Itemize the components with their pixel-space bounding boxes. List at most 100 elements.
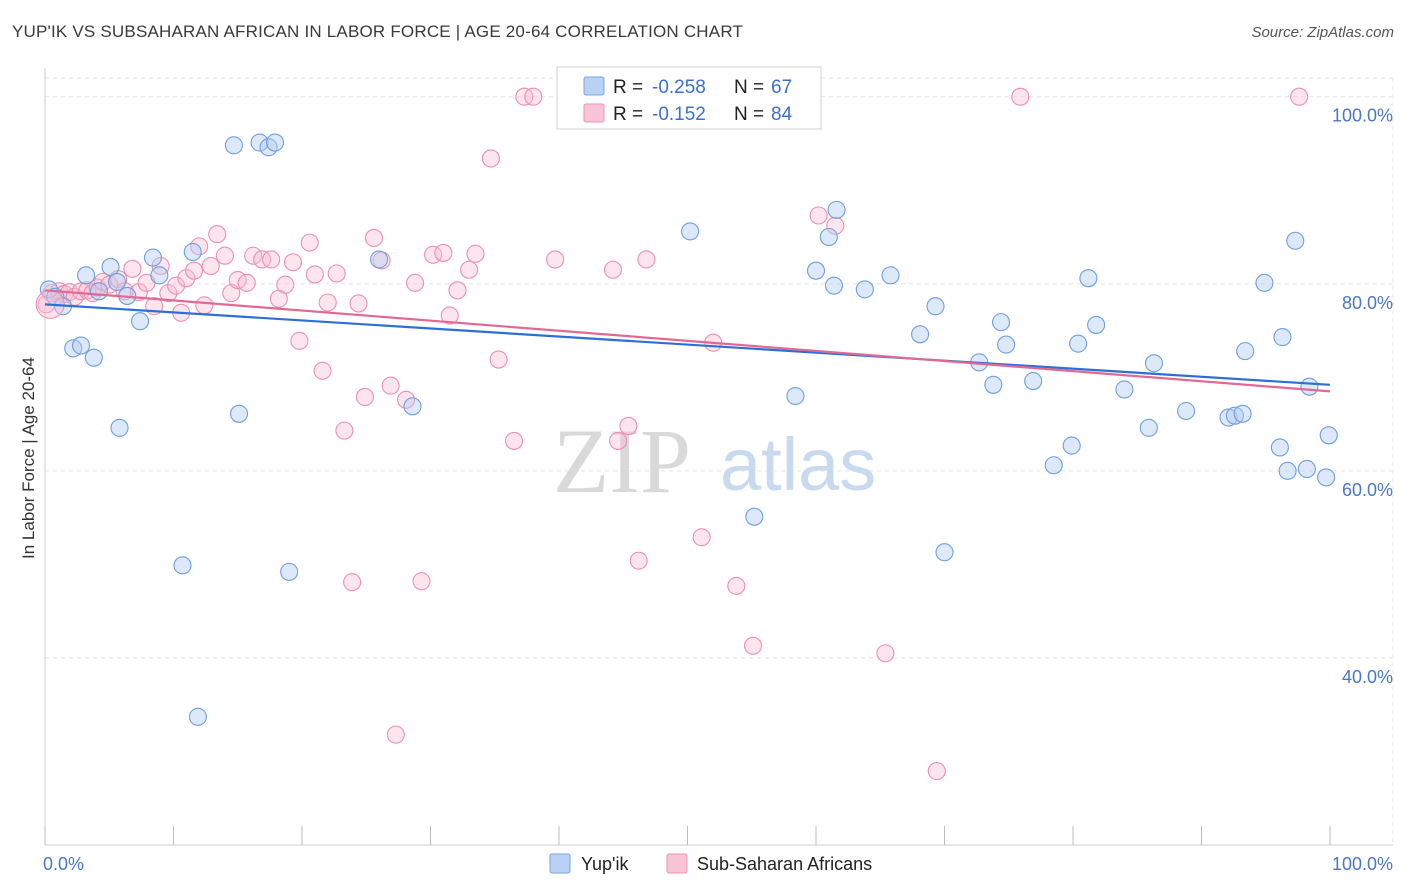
point-subsaharan-65 xyxy=(524,87,543,106)
point-yupik-23 xyxy=(280,562,299,581)
point-subsaharan-46 xyxy=(349,294,368,313)
point-subsaharan-14 xyxy=(123,259,142,278)
axes xyxy=(44,68,1393,846)
x-tick-label-max: 100.0% xyxy=(1332,854,1393,874)
point-yupik-62 xyxy=(1286,231,1305,250)
point-yupik-35 xyxy=(855,280,874,299)
point-subsaharan-52 xyxy=(397,390,416,409)
point-subsaharan-53 xyxy=(406,273,425,292)
point-subsaharan-44 xyxy=(335,421,354,440)
legend-r-value-yupik: -0.258 xyxy=(652,77,706,98)
point-subsaharan-31 xyxy=(237,273,256,292)
point-subsaharan-71 xyxy=(637,250,656,269)
point-yupik-63 xyxy=(1297,459,1316,479)
point-yupik-24 xyxy=(370,250,389,269)
point-subsaharan-48 xyxy=(364,228,384,247)
point-yupik-13 xyxy=(143,248,162,267)
point-yupik-19 xyxy=(229,404,249,423)
point-yupik-61 xyxy=(1278,461,1297,480)
point-yupik-58 xyxy=(1255,273,1274,292)
watermark-atlas: atlas xyxy=(720,423,876,506)
x-tick-label-min: 0.0% xyxy=(43,854,84,874)
point-subsaharan-40 xyxy=(305,265,324,284)
bottom-legend-swatch-yupik xyxy=(549,853,571,874)
point-yupik-29 xyxy=(745,507,764,526)
point-yupik-31 xyxy=(806,261,826,280)
point-yupik-57 xyxy=(1236,342,1255,361)
point-subsaharan-28 xyxy=(215,246,234,265)
point-subsaharan-63 xyxy=(504,431,524,450)
gridlines xyxy=(45,77,1394,845)
point-subsaharan-78 xyxy=(826,216,845,235)
point-subsaharan-75 xyxy=(727,576,746,595)
point-subsaharan-45 xyxy=(343,573,362,592)
point-subsaharan-22 xyxy=(177,269,196,288)
point-yupik-15 xyxy=(173,556,192,575)
point-yupik-65 xyxy=(1317,468,1336,487)
point-subsaharan-79 xyxy=(876,644,895,663)
point-subsaharan-62 xyxy=(489,350,508,369)
point-yupik-28 xyxy=(681,222,700,241)
point-subsaharan-27 xyxy=(208,225,227,244)
point-subsaharan-23 xyxy=(185,261,204,280)
point-yupik-55 xyxy=(1225,406,1244,425)
point-yupik-53 xyxy=(1177,401,1196,421)
point-yupik-32 xyxy=(819,227,838,247)
legend-swatch-subsaharan xyxy=(583,103,605,123)
point-subsaharan-77 xyxy=(809,206,828,225)
point-yupik-45 xyxy=(1044,456,1063,475)
point-subsaharan-70 xyxy=(629,551,648,570)
point-yupik-54 xyxy=(1219,408,1238,427)
point-yupik-17 xyxy=(188,707,207,726)
point-subsaharan-61 xyxy=(481,149,500,168)
point-yupik-5 xyxy=(77,266,96,285)
point-yupik-37 xyxy=(911,325,930,344)
point-subsaharan-60 xyxy=(466,244,485,263)
chart-title: YUP'IK VS SUBSAHARAN AFRICAN IN LABOR FO… xyxy=(12,22,744,41)
point-subsaharan-50 xyxy=(381,376,400,395)
point-subsaharan-81 xyxy=(1011,87,1030,106)
point-subsaharan-38 xyxy=(290,331,309,350)
trend-line-yupik xyxy=(44,303,1331,386)
point-yupik-50 xyxy=(1115,380,1134,399)
legend-r-value-subsaharan: -0.152 xyxy=(652,104,706,125)
point-yupik-41 xyxy=(984,375,1003,394)
point-subsaharan-42 xyxy=(318,293,337,312)
point-subsaharan-29 xyxy=(222,284,241,303)
point-yupik-30 xyxy=(786,386,805,406)
legend-r-label-subsaharan: R = xyxy=(613,104,643,125)
point-yupik-4 xyxy=(71,336,91,355)
point-subsaharan-20 xyxy=(167,276,186,295)
point-yupik-33 xyxy=(824,276,844,295)
point-yupik-21 xyxy=(259,138,278,157)
point-subsaharan-54 xyxy=(412,572,431,591)
legend-n-value-yupik: 67 xyxy=(771,77,792,98)
point-subsaharan-56 xyxy=(434,243,453,262)
point-subsaharan-26 xyxy=(201,256,220,276)
point-yupik-43 xyxy=(997,335,1016,354)
y-tick-label-40: 40.0% xyxy=(1342,667,1393,687)
point-subsaharan-51 xyxy=(386,725,405,744)
point-yupik-18 xyxy=(224,136,243,155)
bottom-legend-swatch-subsaharan xyxy=(666,853,688,874)
point-subsaharan-69 xyxy=(619,416,638,436)
point-yupik-10 xyxy=(110,418,129,437)
point-subsaharan-73 xyxy=(692,528,711,547)
y-tick-label-100: 100.0% xyxy=(1332,106,1393,126)
point-subsaharan-37 xyxy=(283,253,303,272)
point-subsaharan-34 xyxy=(262,250,281,269)
point-yupik-25 xyxy=(403,397,422,416)
point-yupik-39 xyxy=(926,297,945,316)
y-tick-label-80: 80.0% xyxy=(1342,293,1393,313)
watermark: ZIP atlas xyxy=(553,410,876,512)
y-axis-title: In Labor Force | Age 20-64 xyxy=(19,357,38,559)
point-subsaharan-80 xyxy=(927,762,946,781)
y-tick-label-60: 60.0% xyxy=(1342,480,1393,500)
point-subsaharan-19 xyxy=(159,284,178,303)
point-yupik-36 xyxy=(881,266,900,285)
point-subsaharan-59 xyxy=(459,260,479,279)
bottom-legend-label-subsaharan: Sub-Saharan Africans xyxy=(697,854,872,874)
point-yupik-22 xyxy=(265,133,285,152)
point-yupik-51 xyxy=(1139,418,1158,437)
point-yupik-16 xyxy=(183,242,202,262)
